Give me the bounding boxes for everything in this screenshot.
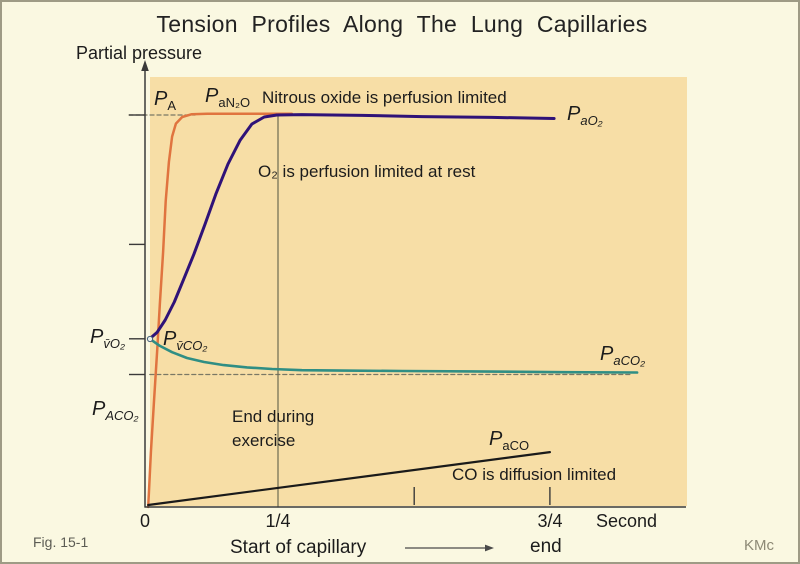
x-tick-label-0: 0 (139, 511, 150, 531)
label-paCO: PaCO (489, 428, 530, 453)
label-pvCO2: Pv̄CO₂ (163, 328, 208, 353)
x-axis-caption-end: end (530, 536, 562, 557)
annotation-exercise: End during exercise (232, 407, 315, 450)
x-tick-label-three-quarter: 3/4 (537, 511, 563, 531)
y-axis-label: Partial pressure (76, 43, 203, 63)
x-axis-unit-label: Second (596, 511, 658, 531)
chart-title: Tension Profiles Along The Lung Capillar… (156, 11, 648, 37)
curve-co (147, 451, 551, 507)
label-pvO2: Pv̄O₂ (90, 326, 125, 351)
annotation-o2: O₂ is perfusion limited at rest (258, 162, 476, 181)
y-axis-arrowhead-icon (141, 60, 149, 71)
plot-area-background (150, 77, 687, 506)
annotation-n2o: Nitrous oxide is perfusion limited (262, 88, 507, 107)
curve-o2 (148, 113, 556, 341)
mixed-venous-point-marker (146, 335, 154, 343)
label-paCO2: PaCO₂ (600, 343, 646, 368)
annotation-co: CO is diffusion limited (452, 465, 617, 484)
flow-direction-arrowhead-icon (485, 544, 494, 552)
credit-initials: KMc (744, 537, 774, 554)
figure-number: Fig. 15-1 (33, 534, 89, 550)
x-axis-caption-start: Start of capillary (230, 537, 367, 558)
label-pACO2: PACO₂ (92, 398, 139, 423)
curve-co2 (148, 337, 639, 374)
label-paN2O: PaN₂O (205, 85, 251, 110)
label-pA: PA (154, 88, 177, 113)
x-tick-label-quarter: 1/4 (265, 511, 291, 531)
label-paO2: PaO₂ (567, 103, 603, 128)
curve-n2o (146, 112, 294, 509)
